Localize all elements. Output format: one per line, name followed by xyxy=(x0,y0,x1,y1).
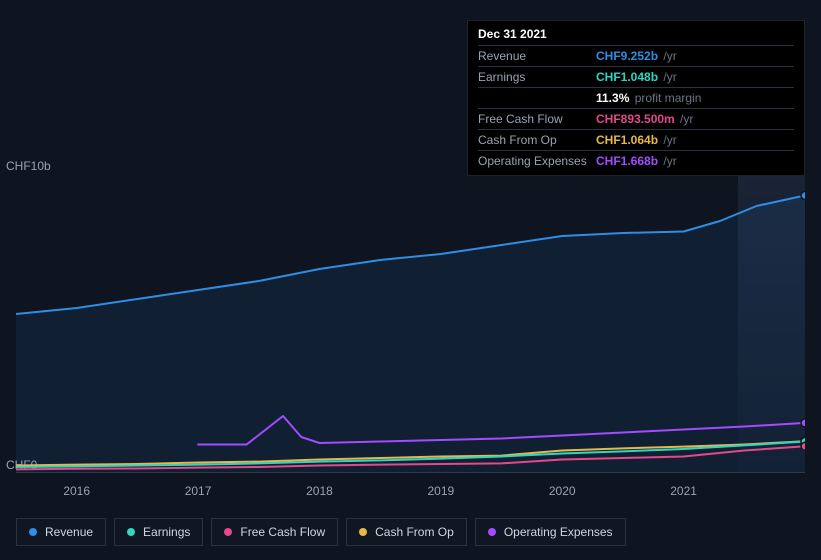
series-end-marker-opex xyxy=(801,419,805,427)
legend-item-revenue[interactable]: Revenue xyxy=(16,518,106,546)
legend-item-fcf[interactable]: Free Cash Flow xyxy=(211,518,338,546)
tooltip-row-label xyxy=(478,90,596,106)
x-tick: 2017 xyxy=(185,484,212,498)
tooltip-row-label: Operating Expenses xyxy=(478,153,596,169)
x-tick: 2016 xyxy=(63,484,90,498)
x-tick: 2020 xyxy=(549,484,576,498)
series-fill-revenue xyxy=(16,196,805,474)
legend-item-label: Operating Expenses xyxy=(504,525,613,539)
tooltip-row: EarningsCHF1.048b /yr xyxy=(478,66,794,87)
tooltip-row: Free Cash FlowCHF893.500m /yr xyxy=(478,108,794,129)
legend-dot-icon xyxy=(359,528,367,536)
tooltip-row: Operating ExpensesCHF1.668b /yr xyxy=(478,150,794,171)
series-end-marker-fcf xyxy=(801,442,805,450)
x-axis: 2016 2017 2018 2019 2020 2021 xyxy=(16,484,805,502)
series-end-marker-revenue xyxy=(801,192,805,200)
line-chart[interactable] xyxy=(16,173,805,473)
tooltip-row-value: CHF893.500m /yr xyxy=(596,111,693,127)
legend-dot-icon xyxy=(127,528,135,536)
legend-item-label: Free Cash Flow xyxy=(240,525,325,539)
tooltip-row-label: Free Cash Flow xyxy=(478,111,596,127)
y-axis-max-label: CHF10b xyxy=(6,159,51,173)
tooltip-row: Cash From OpCHF1.064b /yr xyxy=(478,129,794,150)
tooltip-row-value: CHF1.064b /yr xyxy=(596,132,677,148)
tooltip-row-label: Revenue xyxy=(478,48,596,64)
legend-item-opex[interactable]: Operating Expenses xyxy=(475,518,626,546)
tooltip-row-value: CHF9.252b /yr xyxy=(596,48,677,64)
tooltip-date: Dec 31 2021 xyxy=(478,27,794,45)
tooltip-row-value: CHF1.668b /yr xyxy=(596,153,677,169)
tooltip-row-value: 11.3% profit margin xyxy=(596,90,701,106)
legend-dot-icon xyxy=(29,528,37,536)
legend-dot-icon xyxy=(488,528,496,536)
legend-item-label: Earnings xyxy=(143,525,190,539)
tooltip-row-value: CHF1.048b /yr xyxy=(596,69,677,85)
tooltip-row-label: Cash From Op xyxy=(478,132,596,148)
tooltip-row-label: Earnings xyxy=(478,69,596,85)
chart-legend: Revenue Earnings Free Cash Flow Cash From O… xyxy=(16,518,626,546)
x-tick: 2018 xyxy=(306,484,333,498)
legend-dot-icon xyxy=(224,528,232,536)
tooltip-row: 11.3% profit margin xyxy=(478,87,794,108)
chart-tooltip: Dec 31 2021 RevenueCHF9.252b /yrEarnings… xyxy=(467,20,805,176)
x-tick: 2019 xyxy=(427,484,454,498)
tooltip-row: RevenueCHF9.252b /yr xyxy=(478,45,794,66)
legend-item-earnings[interactable]: Earnings xyxy=(114,518,203,546)
legend-item-cash_from_op[interactable]: Cash From Op xyxy=(346,518,467,546)
legend-item-label: Revenue xyxy=(45,525,93,539)
legend-item-label: Cash From Op xyxy=(375,525,454,539)
x-tick: 2021 xyxy=(670,484,697,498)
